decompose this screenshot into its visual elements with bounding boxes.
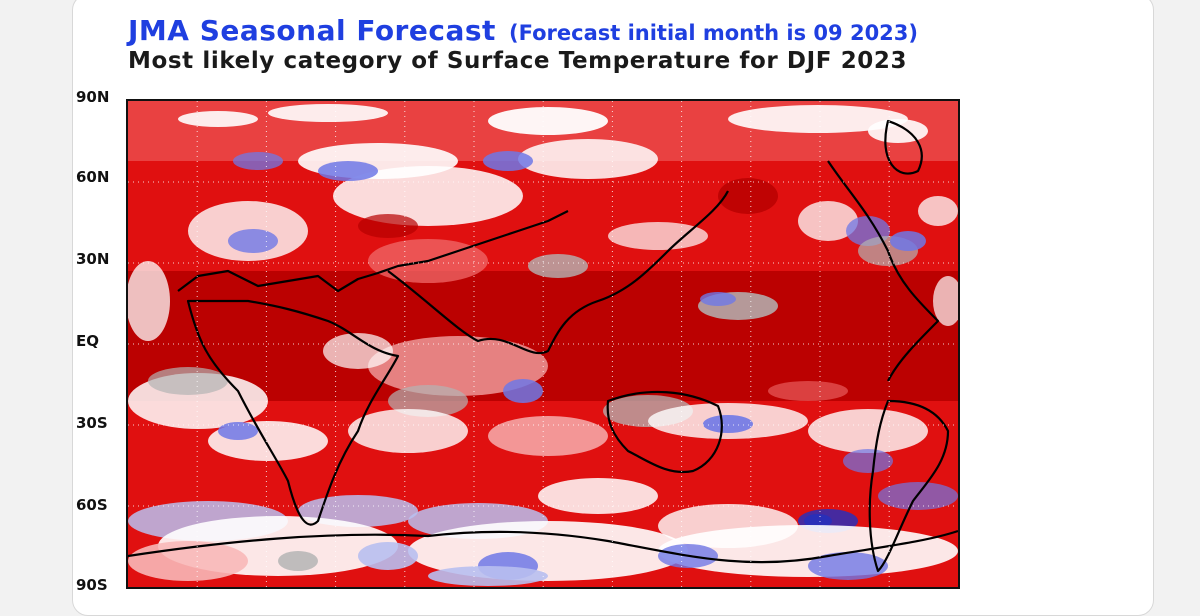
category-patch [218, 422, 258, 440]
category-patch [368, 336, 548, 396]
category-patch [768, 381, 848, 401]
category-patch [503, 379, 543, 403]
category-patch [488, 107, 608, 135]
coastlines [128, 119, 958, 573]
category-patch [700, 292, 736, 306]
coastline [606, 390, 723, 474]
category-patch [718, 178, 778, 214]
category-patch [890, 231, 926, 251]
coastline [186, 299, 400, 526]
category-patch [488, 416, 608, 456]
coastline [177, 210, 569, 293]
longitude-axis [126, 590, 956, 610]
category-patch [728, 105, 908, 133]
category-patch [358, 214, 418, 238]
category-patches [128, 104, 958, 586]
category-patch [868, 119, 928, 143]
forecast-title: JMA Seasonal Forecast (Forecast initial … [128, 14, 918, 47]
category-patch [933, 276, 958, 326]
category-patch [703, 415, 753, 433]
category-patch [228, 229, 278, 253]
lat-label-eq: EQ [76, 332, 99, 350]
category-patch [808, 409, 928, 453]
category-patch [233, 152, 283, 170]
category-patch [918, 196, 958, 226]
coastline [128, 529, 958, 564]
category-patch [608, 222, 708, 250]
lat-label-60s: 60S [76, 496, 108, 514]
category-patch [538, 478, 658, 514]
lat-label-90n: 90N [76, 88, 110, 106]
coastline [827, 160, 940, 382]
category-patch [128, 261, 170, 341]
category-patch [268, 104, 388, 122]
temperature-category-map [126, 99, 960, 589]
category-patch [148, 367, 228, 395]
category-patch [323, 333, 393, 369]
category-patch [318, 161, 378, 181]
lat-label-60n: 60N [76, 168, 110, 186]
category-patch [483, 151, 533, 171]
coastline [387, 190, 729, 354]
category-patch [333, 166, 523, 226]
title-main: JMA Seasonal Forecast [128, 14, 496, 47]
title-initial-month-note: (Forecast initial month is 09 2023) [509, 21, 918, 45]
lat-lon-grid [128, 101, 958, 587]
coastline [868, 399, 950, 573]
lat-label-30n: 30N [76, 250, 110, 268]
category-patch [358, 542, 418, 570]
forecast-subtitle: Most likely category of Surface Temperat… [128, 48, 908, 74]
category-patch [518, 139, 658, 179]
category-patch [843, 449, 893, 473]
category-patch [348, 409, 468, 453]
category-patch [798, 201, 858, 241]
category-patch [808, 552, 888, 580]
category-patch [528, 254, 588, 278]
category-patch [804, 514, 832, 528]
map-canvas [128, 101, 958, 587]
category-patch [428, 566, 548, 586]
category-patch [178, 111, 258, 127]
lat-label-30s: 30S [76, 414, 108, 432]
category-patch [278, 551, 318, 571]
lat-label-90s: 90S [76, 576, 108, 594]
coastline [884, 119, 923, 175]
